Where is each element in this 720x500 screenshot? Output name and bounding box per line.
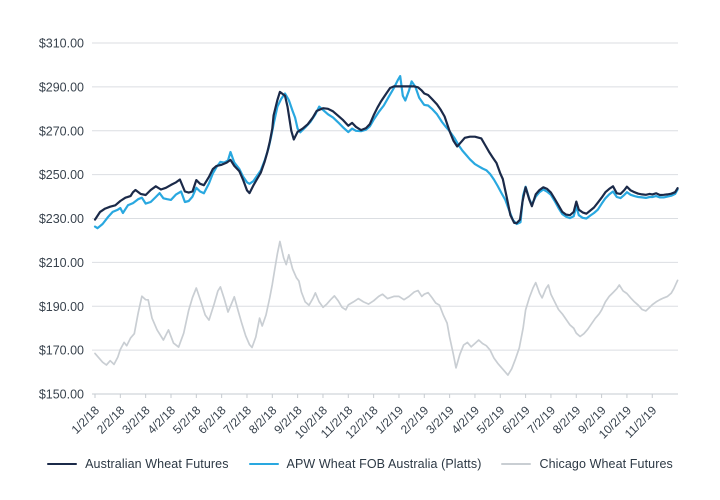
y-axis-tick-label: $210.00 bbox=[39, 256, 84, 270]
x-axis-tick-label: 2/2/18 bbox=[94, 403, 128, 437]
y-axis-tick-label: $270.00 bbox=[39, 124, 84, 138]
x-axis-tick-label: 6/2/18 bbox=[195, 403, 229, 437]
x-axis-tick-label: 8/2/19 bbox=[550, 403, 584, 437]
legend-label: Australian Wheat Futures bbox=[85, 457, 229, 471]
legend-line-swatch bbox=[248, 462, 279, 466]
x-axis-tick-label: 5/2/18 bbox=[170, 403, 204, 437]
y-axis-tick-label: $230.00 bbox=[39, 212, 84, 226]
y-axis-tick-label: $190.00 bbox=[39, 300, 84, 314]
y-axis-tick-label: $170.00 bbox=[39, 344, 84, 358]
x-axis-tick-label: 6/2/19 bbox=[499, 403, 533, 437]
x-axis-tick-label: 1/2/18 bbox=[69, 403, 103, 437]
x-axis-tick-label: 4/2/18 bbox=[145, 403, 179, 437]
y-axis-tick-label: $250.00 bbox=[39, 168, 84, 182]
wheat-price-line-chart: $310.00 $290.00 $270.00 $250.00 $230.00 $210.… bbox=[39, 37, 679, 441]
legend-item: Australian Wheat Futures bbox=[47, 457, 228, 471]
x-axis-tick-label: 3/2/19 bbox=[423, 403, 457, 437]
x-axis-tick-label: 5/2/19 bbox=[474, 403, 508, 437]
legend-label: Chicago Wheat Futures bbox=[539, 457, 673, 471]
x-axis-tick-label: 4/2/19 bbox=[449, 403, 483, 437]
series-line-australian-wheat-futures bbox=[93, 85, 679, 225]
legend-line-swatch bbox=[47, 462, 78, 466]
legend-item: Chicago Wheat Futures bbox=[501, 457, 673, 471]
x-axis-tick-label: 2/2/19 bbox=[398, 403, 432, 437]
x-axis-tick-label: 3/2/18 bbox=[119, 403, 153, 437]
legend-line-swatch bbox=[501, 462, 532, 466]
x-axis-tick-label: 7/2/18 bbox=[221, 403, 255, 437]
x-axis-tick-label: 1/2/19 bbox=[373, 403, 407, 437]
x-axis-tick-label: 8/2/18 bbox=[246, 403, 280, 437]
legend-item: APW Wheat FOB Australia (Platts) bbox=[248, 457, 482, 471]
x-axis-tick-label: 7/2/19 bbox=[525, 403, 559, 437]
series-line-apw-wheat-fob-australia bbox=[93, 74, 679, 230]
y-axis-tick-label: $310.00 bbox=[39, 37, 84, 51]
legend-label: APW Wheat FOB Australia (Platts) bbox=[286, 457, 482, 471]
y-axis-tick-label: $290.00 bbox=[39, 80, 84, 94]
y-axis-tick-label: $150.00 bbox=[39, 388, 84, 402]
chart-legend: Australian Wheat Futures APW Wheat FOB Au… bbox=[0, 452, 720, 476]
series-line-chicago-wheat-futures bbox=[94, 240, 679, 376]
